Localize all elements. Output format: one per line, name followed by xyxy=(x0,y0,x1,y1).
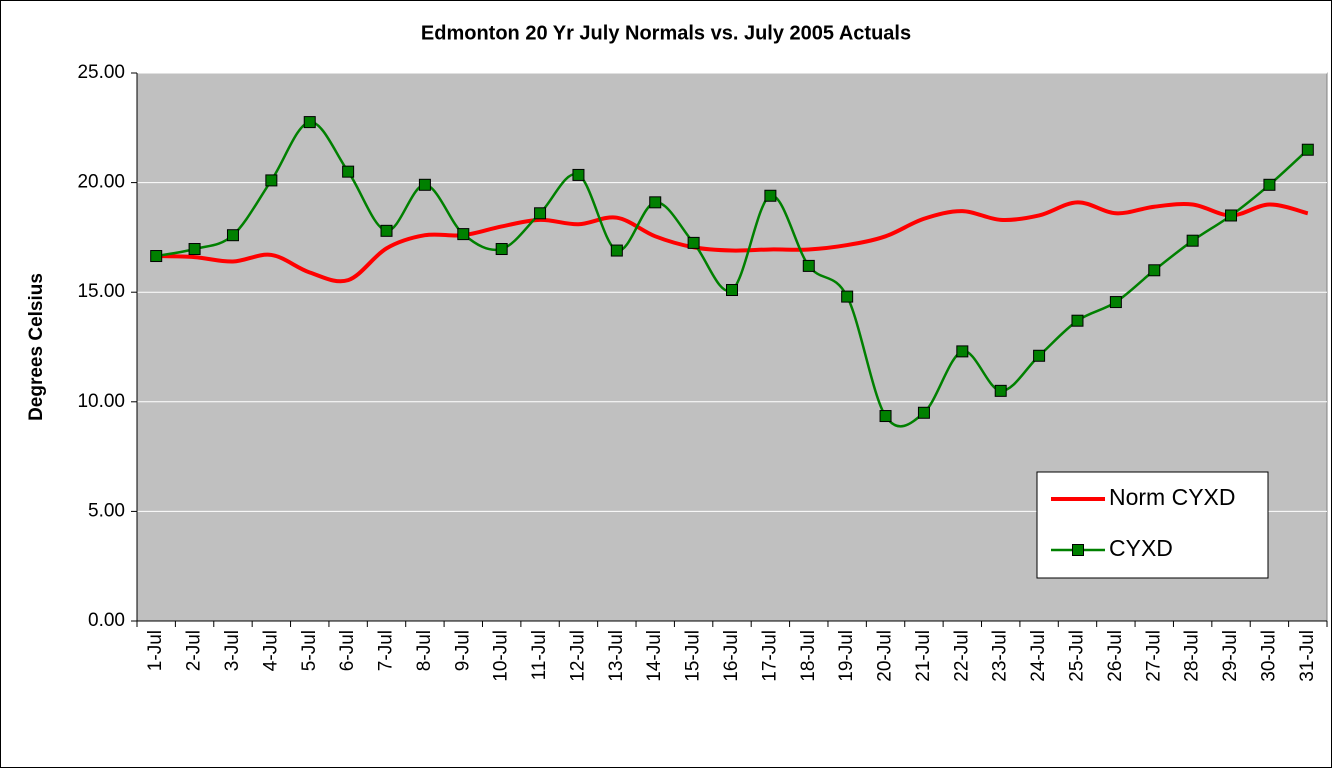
x-tick-label: 26-Jul xyxy=(1105,630,1126,682)
y-tick-label: 10.00 xyxy=(77,391,125,412)
x-tick-label: 28-Jul xyxy=(1182,630,1203,682)
marker xyxy=(1263,178,1276,191)
x-tick-label: 3-Jul xyxy=(222,630,243,671)
x-tick-label: 5-Jul xyxy=(299,630,320,671)
x-tick-label: 29-Jul xyxy=(1220,630,1241,682)
marker xyxy=(649,196,662,209)
y-tick-label: 5.00 xyxy=(88,500,125,521)
marker xyxy=(917,406,930,419)
marker xyxy=(342,165,355,178)
x-tick-label: 12-Jul xyxy=(567,630,588,682)
x-tick-label: 18-Jul xyxy=(798,630,819,682)
x-tick-label: 19-Jul xyxy=(836,630,857,682)
x-tick-label: 21-Jul xyxy=(913,630,934,682)
x-tick-label: 20-Jul xyxy=(875,630,896,682)
y-tick-label: 20.00 xyxy=(77,172,125,193)
legend-label: Norm CYXD xyxy=(1109,484,1236,510)
x-tick-label: 17-Jul xyxy=(759,630,780,682)
marker xyxy=(495,243,508,256)
x-tick-label: 9-Jul xyxy=(452,630,473,671)
marker xyxy=(1109,296,1122,309)
marker xyxy=(610,244,623,257)
x-tick-label: 1-Jul xyxy=(145,630,166,671)
legend-marker xyxy=(1072,544,1084,556)
marker xyxy=(150,250,163,263)
marker xyxy=(1033,349,1046,362)
x-tick-label: 8-Jul xyxy=(414,630,435,671)
y-tick-label: 25.00 xyxy=(77,62,125,83)
x-tick-label: 4-Jul xyxy=(260,630,281,671)
x-tick-label: 2-Jul xyxy=(184,630,205,671)
marker xyxy=(188,243,201,256)
x-tick-label: 25-Jul xyxy=(1066,630,1087,682)
series-line xyxy=(156,200,1309,284)
legend-label: CYXD xyxy=(1109,535,1173,561)
marker xyxy=(1186,234,1199,247)
y-axis-label: Degrees Celsius xyxy=(26,273,47,421)
marker xyxy=(303,116,316,129)
marker xyxy=(726,284,738,297)
x-tick-label: 27-Jul xyxy=(1143,630,1164,682)
y-tick-label: 0.00 xyxy=(88,610,125,631)
marker xyxy=(841,290,854,303)
x-tick-label: 31-Jul xyxy=(1297,630,1318,682)
marker xyxy=(1225,209,1238,222)
marker xyxy=(226,229,239,242)
y-tick-label: 15.00 xyxy=(77,281,125,302)
x-tick-label: 13-Jul xyxy=(606,630,627,682)
marker xyxy=(802,259,815,272)
marker xyxy=(265,174,278,187)
x-tick-label: 6-Jul xyxy=(337,630,358,671)
x-tick-label: 24-Jul xyxy=(1028,630,1049,682)
marker xyxy=(1301,143,1314,156)
x-tick-label: 14-Jul xyxy=(644,630,665,682)
marker xyxy=(1148,264,1161,277)
marker xyxy=(764,189,777,202)
x-tick-label: 23-Jul xyxy=(990,630,1011,682)
marker xyxy=(418,178,431,191)
marker xyxy=(994,384,1007,397)
x-tick-label: 30-Jul xyxy=(1258,630,1279,682)
x-tick-label: 15-Jul xyxy=(683,630,704,682)
x-tick-label: 10-Jul xyxy=(491,630,512,682)
x-tick-label: 11-Jul xyxy=(529,630,550,680)
marker xyxy=(956,345,969,358)
marker xyxy=(1071,314,1084,327)
x-tick-label: 7-Jul xyxy=(376,630,397,671)
x-tick-label: 22-Jul xyxy=(951,630,972,682)
marker xyxy=(572,168,585,181)
marker xyxy=(457,228,470,241)
x-tick-label: 16-Jul xyxy=(721,630,742,682)
marker xyxy=(879,410,892,423)
marker xyxy=(380,224,393,237)
marker xyxy=(534,207,547,220)
legend-box xyxy=(1036,471,1269,579)
marker xyxy=(687,236,700,249)
chart-title: Edmonton 20 Yr July Normals vs. July 200… xyxy=(421,22,911,44)
